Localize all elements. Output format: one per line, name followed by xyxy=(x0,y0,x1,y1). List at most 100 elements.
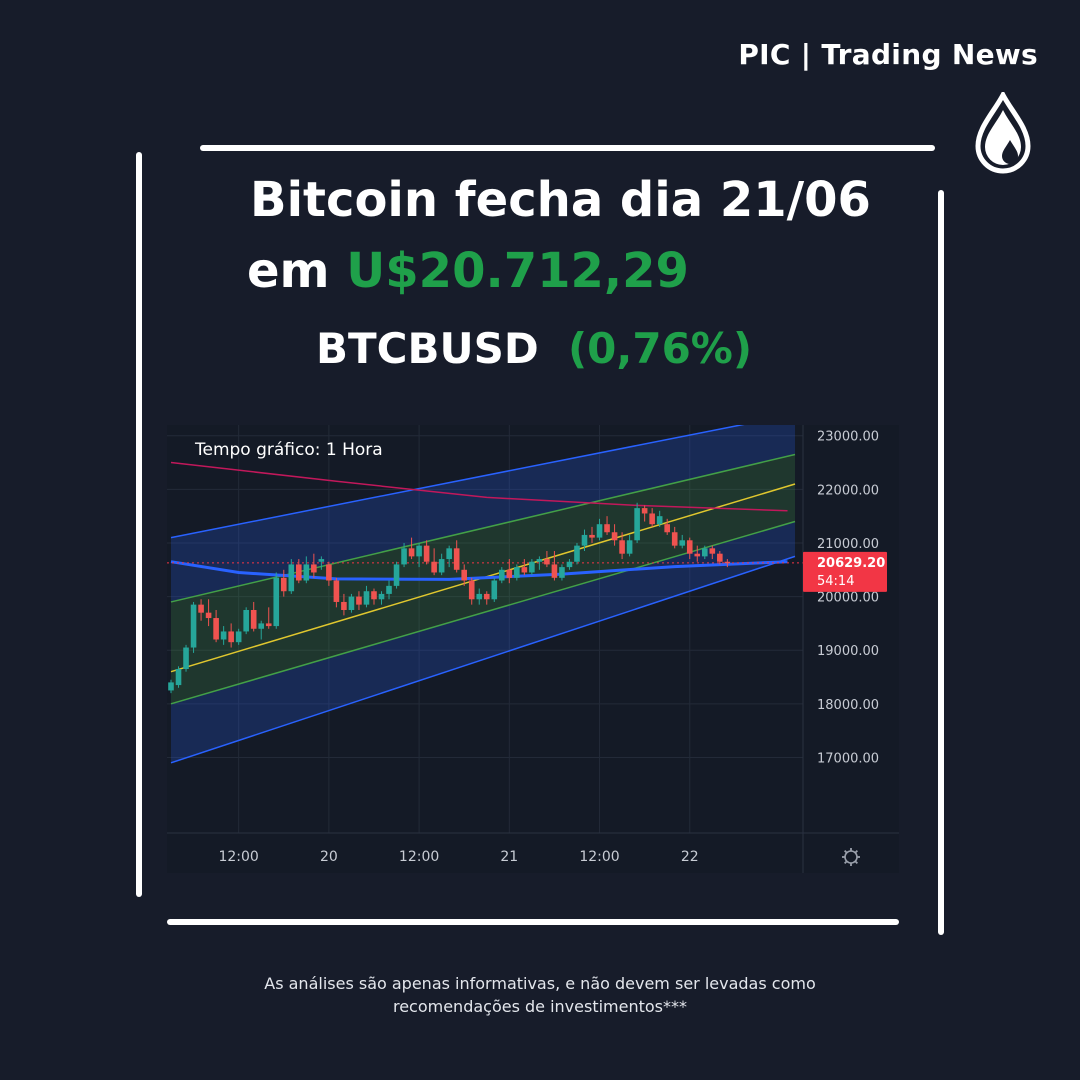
headline-line1: Bitcoin fecha dia 21/06 xyxy=(250,172,871,228)
headline-price: U$20.712,29 xyxy=(346,243,689,299)
ticker-change: (0,76%) xyxy=(567,324,753,373)
candle xyxy=(228,623,234,648)
candle-body xyxy=(491,580,498,600)
candle xyxy=(514,564,520,581)
y-tick-label: 18000.00 xyxy=(817,698,879,713)
candle xyxy=(581,529,588,552)
frame-right-bar xyxy=(938,190,944,935)
candle-body xyxy=(656,516,663,525)
candle-body xyxy=(213,618,219,640)
ticker-line: BTCBUSD (0,76%) xyxy=(316,324,752,373)
candle xyxy=(296,559,302,584)
candle xyxy=(724,559,731,568)
y-tick-label: 19000.00 xyxy=(817,644,879,659)
candle xyxy=(190,601,197,653)
chart-annotation: Tempo gráfico: 1 Hora xyxy=(194,440,383,460)
candle-body xyxy=(175,668,182,686)
candle-body xyxy=(250,610,257,629)
candle xyxy=(371,588,377,605)
candle xyxy=(168,679,174,694)
ticker-symbol: BTCBUSD xyxy=(316,324,539,373)
last-price-label: 20629.20 xyxy=(817,556,885,571)
price-chart: 23000.00 22000.00 21000.00 20000.00 19000.00… xyxy=(167,425,899,873)
candle-body xyxy=(664,524,670,533)
candle xyxy=(386,580,392,600)
candle xyxy=(378,591,385,605)
channel-band-upper xyxy=(171,425,795,602)
candle xyxy=(574,542,580,565)
candle xyxy=(408,537,415,560)
candle xyxy=(559,564,565,581)
candle-body xyxy=(514,567,520,578)
x-tick-label: 12:00 xyxy=(399,849,439,865)
candle-body xyxy=(506,569,513,578)
candle xyxy=(265,607,272,629)
candle xyxy=(303,556,310,584)
candle xyxy=(664,518,670,535)
candle xyxy=(431,548,437,576)
drop-icon xyxy=(975,92,1031,174)
countdown-label: 54:14 xyxy=(817,574,854,589)
candle-body xyxy=(280,577,287,592)
candle-body xyxy=(468,580,475,600)
candle-body xyxy=(243,610,249,632)
candle xyxy=(589,526,595,543)
disclaimer-line1: As análises são apenas informativas, e n… xyxy=(264,974,816,993)
candle-body xyxy=(619,540,625,554)
candle-body xyxy=(717,553,723,562)
candle-body xyxy=(168,682,174,691)
candle xyxy=(596,518,603,541)
candle-body xyxy=(701,548,708,557)
candle-body xyxy=(686,540,693,554)
gear-icon-tooth xyxy=(854,860,858,864)
candle-body xyxy=(235,631,242,643)
y-tick-label: 20000.00 xyxy=(817,591,879,606)
headline-prefix: em xyxy=(247,243,330,299)
headline-line2: em U$20.712,29 xyxy=(247,243,689,299)
frame-left-bar xyxy=(136,152,142,897)
candle xyxy=(506,559,513,584)
candle-body xyxy=(341,601,347,610)
candle xyxy=(401,542,407,568)
candle-body xyxy=(453,548,460,570)
y-tick-label: 21000.00 xyxy=(817,537,879,552)
candle xyxy=(491,577,498,602)
candle-body xyxy=(371,591,377,600)
candle-body xyxy=(551,564,558,578)
gear-icon-tooth xyxy=(844,860,848,864)
candle-body xyxy=(581,534,588,546)
candle xyxy=(453,540,460,573)
candle xyxy=(604,516,610,535)
candle-body xyxy=(348,596,355,610)
y-tick-label: 23000.00 xyxy=(817,430,879,445)
candle-body xyxy=(183,647,189,669)
channel-upper-line xyxy=(170,425,745,539)
candle xyxy=(551,551,558,581)
candle-body xyxy=(393,564,400,586)
candle xyxy=(326,561,332,586)
candle xyxy=(235,628,242,645)
candle-body xyxy=(589,534,595,538)
candle-body xyxy=(205,612,212,619)
candle-body xyxy=(483,593,490,600)
candle-body xyxy=(634,508,640,541)
candle xyxy=(656,510,663,527)
candle-body xyxy=(258,623,265,629)
candle xyxy=(521,559,528,576)
y-tick-label: 22000.00 xyxy=(817,483,879,498)
candle-body xyxy=(529,561,535,573)
candle xyxy=(634,502,640,543)
candle xyxy=(626,534,633,557)
candle xyxy=(311,553,317,578)
candle xyxy=(423,540,430,565)
x-tick-label: 20 xyxy=(320,849,338,865)
candle-body xyxy=(401,548,407,565)
y-axis-area xyxy=(803,425,899,873)
candle xyxy=(213,610,219,643)
candle xyxy=(318,556,325,570)
candle xyxy=(717,551,723,565)
candle-body xyxy=(408,548,415,557)
moving-average-line xyxy=(170,560,788,581)
candle-body xyxy=(318,559,325,562)
channel-band-lower xyxy=(171,521,795,763)
